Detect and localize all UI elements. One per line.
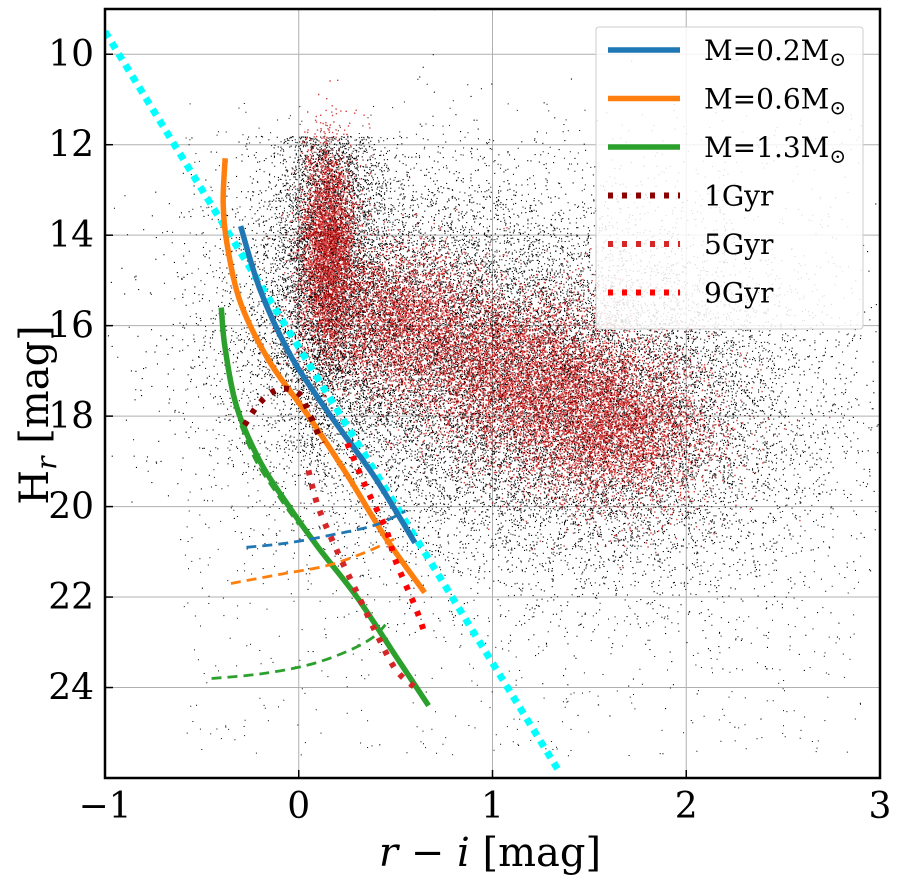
y-tick-label: 22 bbox=[48, 577, 94, 618]
x-tick-label: −1 bbox=[78, 786, 131, 827]
x-tick-label: 2 bbox=[675, 786, 698, 827]
y-tick-label: 18 bbox=[48, 396, 94, 437]
x-axis-label: r − i [mag] bbox=[379, 830, 601, 876]
y-tick-label: 24 bbox=[48, 668, 94, 709]
x-tick-label: 3 bbox=[869, 786, 892, 827]
y-tick-label: 16 bbox=[48, 306, 94, 347]
legend: M=0.2M⊙ M=0.6M⊙ M=1.3M⊙ 1Gyr 5Gyr 9Gyr bbox=[595, 26, 864, 330]
legend-label: M=0.6M⊙ bbox=[704, 83, 846, 120]
legend-label: M=1.3M⊙ bbox=[704, 131, 846, 168]
x-tick-label: 0 bbox=[287, 786, 310, 827]
y-tick-label: 20 bbox=[48, 487, 94, 528]
y-tick-label: 10 bbox=[48, 34, 94, 75]
legend-label: 1Gyr bbox=[704, 180, 774, 213]
reference-line bbox=[105, 29, 564, 776]
x-tick-label: 1 bbox=[481, 786, 504, 827]
y-tick-label: 14 bbox=[48, 215, 94, 256]
legend-label: M=0.2M⊙ bbox=[704, 34, 846, 71]
series-line-9 bbox=[344, 442, 428, 635]
series-line-4 bbox=[230, 536, 397, 585]
series-layer bbox=[105, 29, 564, 776]
y-tick-label: 12 bbox=[48, 125, 94, 166]
density-core-points bbox=[229, 79, 831, 569]
legend-label: 9Gyr bbox=[704, 277, 774, 310]
legend-label: 5Gyr bbox=[704, 228, 774, 261]
series-line-6 bbox=[239, 424, 300, 526]
legend-box bbox=[595, 26, 864, 330]
series-line-2 bbox=[218, 307, 431, 708]
y-axis-label: Hr [mag] bbox=[12, 325, 63, 505]
density-cloud bbox=[107, 9, 880, 757]
series-line-0 bbox=[237, 225, 418, 545]
series-line-5 bbox=[211, 623, 387, 680]
